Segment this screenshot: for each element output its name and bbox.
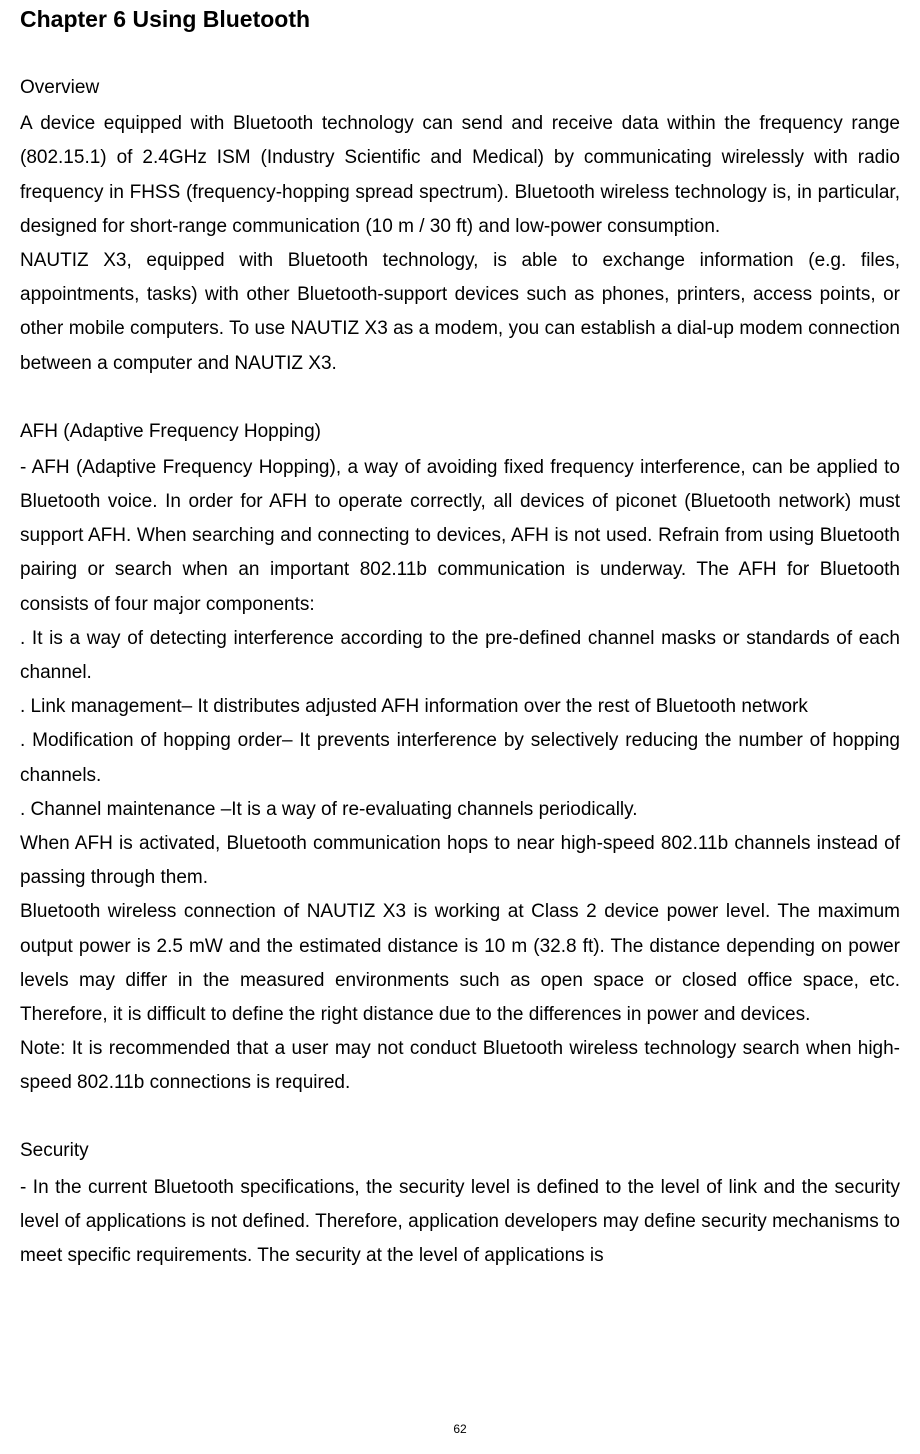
afh-item-4: . Channel maintenance –It is a way of re…: [20, 793, 900, 827]
afh-heading: AFH (Adaptive Frequency Hopping): [20, 415, 900, 449]
overview-paragraph-2: NAUTIZ X3, equipped with Bluetooth techn…: [20, 244, 900, 381]
security-paragraph-1: - In the current Bluetooth specification…: [20, 1171, 900, 1274]
afh-item-1: . It is a way of detecting interference …: [20, 622, 900, 690]
afh-paragraph-3: Bluetooth wireless connection of NAUTIZ …: [20, 895, 900, 1032]
security-heading: Security: [20, 1134, 900, 1168]
afh-note: Note: It is recommended that a user may …: [20, 1032, 900, 1100]
afh-item-2: . Link management– It distributes adjust…: [20, 690, 900, 724]
afh-paragraph-2: When AFH is activated, Bluetooth communi…: [20, 827, 900, 895]
page-number: 62: [453, 1422, 466, 1436]
chapter-title: Chapter 6 Using Bluetooth: [20, 6, 900, 33]
overview-paragraph-1: A device equipped with Bluetooth technol…: [20, 107, 900, 244]
afh-paragraph-1: - AFH (Adaptive Frequency Hopping), a wa…: [20, 451, 900, 622]
afh-item-3: . Modification of hopping order– It prev…: [20, 724, 900, 792]
overview-heading: Overview: [20, 71, 900, 105]
